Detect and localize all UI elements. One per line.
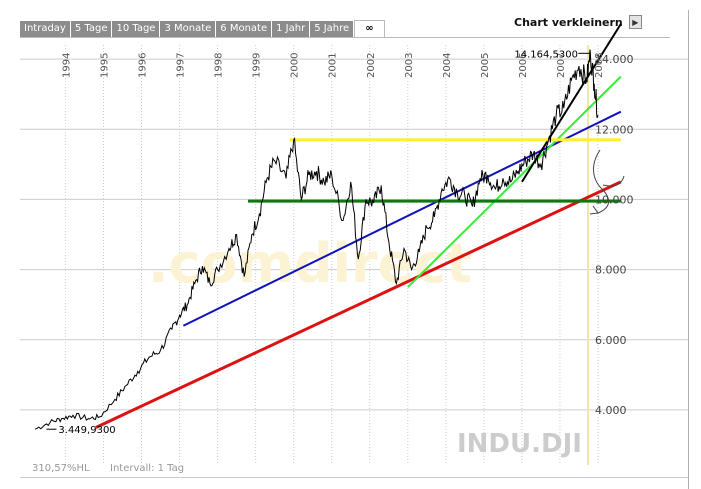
y-tick-label: 4.000 — [595, 404, 627, 417]
high-value-label: 14.164,5300 — [514, 49, 578, 60]
frame-bottom-border — [20, 477, 688, 478]
y-tick-label: 14.000 — [595, 53, 634, 66]
annotations: 3.449,9300 14.164,5300 — [46, 49, 591, 436]
footer-interval-text: Intervall: 1 Tag — [110, 463, 184, 474]
x-tick-label: 2000 — [290, 53, 301, 78]
y-axis-ticks: 4.000 6.000 8.000 10.000 12.000 14.000 — [595, 53, 634, 417]
x-tick-label: 2008 — [594, 53, 605, 78]
y-tick-label: 6.000 — [595, 334, 627, 347]
tab-divider — [20, 37, 670, 38]
tab-3-monate[interactable]: 3 Monate — [160, 21, 216, 37]
forecast-arrow-head — [589, 205, 599, 215]
x-tick-label: 2002 — [366, 53, 377, 78]
x-tick-label: 2007 — [556, 53, 567, 78]
forecast-arrow-2 — [602, 175, 625, 187]
price-line — [34, 49, 599, 430]
x-tick-label: 1994 — [61, 53, 72, 78]
trend-line-red — [95, 180, 622, 429]
frame-right-border — [688, 10, 689, 489]
x-axis-ticks: 1994 1995 1996 1997 1998 1999 2000 2001 2002 2003… — [61, 53, 605, 78]
timeframe-tabs: Intraday 5 Tage 10 Tage 3 Monate 6 Monat… — [20, 20, 386, 37]
y-tick-label: 10.000 — [595, 193, 634, 206]
tab-5-tage[interactable]: 5 Tage — [70, 21, 112, 37]
triangle-right-icon[interactable]: ▶ — [628, 15, 642, 29]
tab-6-monate[interactable]: 6 Monate — [216, 21, 272, 37]
shrink-chart-label[interactable]: Chart verkleinern — [514, 15, 623, 29]
tab-10-tage[interactable]: 10 Tage — [112, 21, 160, 37]
trend-lines — [95, 23, 622, 429]
price-series — [34, 49, 599, 430]
tab-5-jahre[interactable]: 5 Jahre — [310, 21, 354, 37]
x-tick-label: 2003 — [404, 53, 415, 78]
y-tick-label: 12.000 — [595, 123, 634, 136]
x-tick-label: 2004 — [442, 53, 453, 78]
x-tick-label: 1996 — [138, 53, 149, 78]
x-tick-label: 2001 — [328, 53, 339, 78]
footer-range-text: 310,57%HL — [32, 463, 90, 474]
tab-1-jahr[interactable]: 1 Jahr — [272, 21, 310, 37]
x-tick-label: 1999 — [252, 53, 263, 78]
x-tick-label: 2005 — [480, 53, 491, 78]
tab-all-time[interactable]: ∞ — [354, 20, 385, 37]
shrink-chart-control[interactable]: Chart verkleinern ▶ — [514, 15, 642, 29]
trend-line-black-trend — [521, 23, 622, 183]
tab-intraday[interactable]: Intraday — [20, 21, 70, 37]
x-tick-label: 1997 — [176, 53, 187, 78]
x-tick-label: 1995 — [99, 53, 110, 78]
trend-line-green-light — [407, 75, 622, 288]
low-value-label: 3.449,9300 — [58, 425, 115, 436]
x-tick-label: 2006 — [518, 53, 529, 78]
symbol-watermark: INDU.DJI — [457, 429, 582, 459]
forecast-arrow — [593, 149, 610, 214]
y-tick-label: 8.000 — [595, 264, 627, 277]
x-tick-label: 1998 — [214, 53, 225, 78]
